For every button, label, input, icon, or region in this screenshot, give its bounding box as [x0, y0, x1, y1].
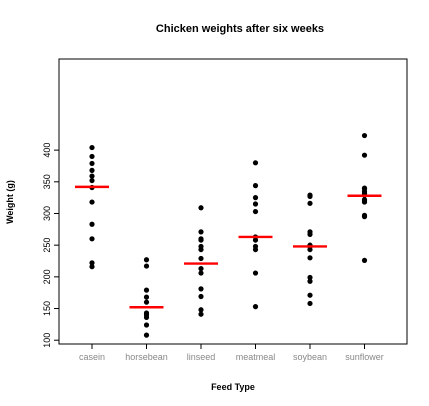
- y-tick-label: 250: [42, 238, 52, 253]
- data-point: [252, 195, 259, 201]
- data-point: [198, 286, 204, 292]
- data-point: [143, 299, 150, 305]
- data-point: [361, 199, 368, 205]
- x-tick-label: linseed: [187, 352, 216, 362]
- data-point: [198, 293, 204, 300]
- data-point: [252, 270, 259, 276]
- data-point: [198, 270, 204, 276]
- data-point: [198, 237, 204, 243]
- data-point: [361, 257, 368, 263]
- data-point: [89, 173, 95, 179]
- y-tick-label: 400: [42, 143, 52, 158]
- y-tick-label: 100: [42, 333, 52, 348]
- x-tick-label: soybean: [293, 352, 327, 362]
- data-point: [252, 160, 259, 166]
- data-point: [89, 236, 95, 242]
- y-tick-label: 200: [42, 269, 52, 284]
- data-point: [89, 221, 95, 227]
- data-point: [89, 153, 95, 160]
- data-point: [198, 255, 204, 262]
- data-point: [307, 193, 313, 199]
- y-axis-label: Weight (g): [5, 180, 15, 224]
- data-point: [252, 201, 259, 207]
- data-point: [307, 246, 313, 253]
- data-point: [143, 314, 150, 320]
- y-tick-label: 350: [42, 174, 52, 189]
- data-point: [143, 332, 150, 338]
- x-tick-label: horsebean: [125, 352, 168, 362]
- data-point: [143, 294, 150, 300]
- x-tick-label: casein: [79, 352, 105, 362]
- data-point: [143, 263, 150, 269]
- x-tick-label: meatmeal: [236, 352, 276, 362]
- x-tick-label: sunflower: [345, 352, 384, 362]
- data-point: [307, 292, 313, 298]
- data-point: [198, 229, 204, 235]
- data-point: [89, 167, 95, 173]
- data-point: [198, 205, 204, 211]
- data-point: [307, 255, 313, 261]
- data-point: [89, 260, 95, 266]
- data-point: [307, 300, 313, 307]
- data-point: [143, 257, 150, 263]
- data-point: [361, 152, 368, 158]
- data-point: [252, 237, 259, 243]
- data-point: [198, 246, 204, 253]
- data-point: [252, 304, 259, 310]
- data-point: [89, 264, 95, 270]
- data-point: [361, 214, 368, 220]
- data-point: [307, 274, 313, 281]
- y-tick-label: 300: [42, 206, 52, 221]
- data-point: [198, 311, 204, 317]
- plot-frame: [58, 58, 408, 345]
- data-point: [307, 231, 313, 237]
- data-point: [198, 307, 204, 313]
- data-point: [252, 208, 259, 215]
- data-point: [89, 160, 95, 167]
- data-point: [143, 322, 150, 328]
- data-point: [252, 183, 259, 189]
- data-point: [89, 144, 95, 151]
- data-point: [361, 132, 368, 139]
- x-axis-label: Feed Type: [211, 382, 255, 392]
- data-point: [307, 278, 313, 284]
- data-point: [89, 199, 95, 205]
- data-point: [198, 266, 204, 272]
- chart-title: Chicken weights after six weeks: [156, 23, 324, 35]
- data-point: [89, 177, 95, 184]
- data-point: [252, 246, 259, 253]
- y-tick-label: 150: [42, 301, 52, 316]
- data-point: [307, 200, 313, 206]
- data-point: [143, 287, 150, 293]
